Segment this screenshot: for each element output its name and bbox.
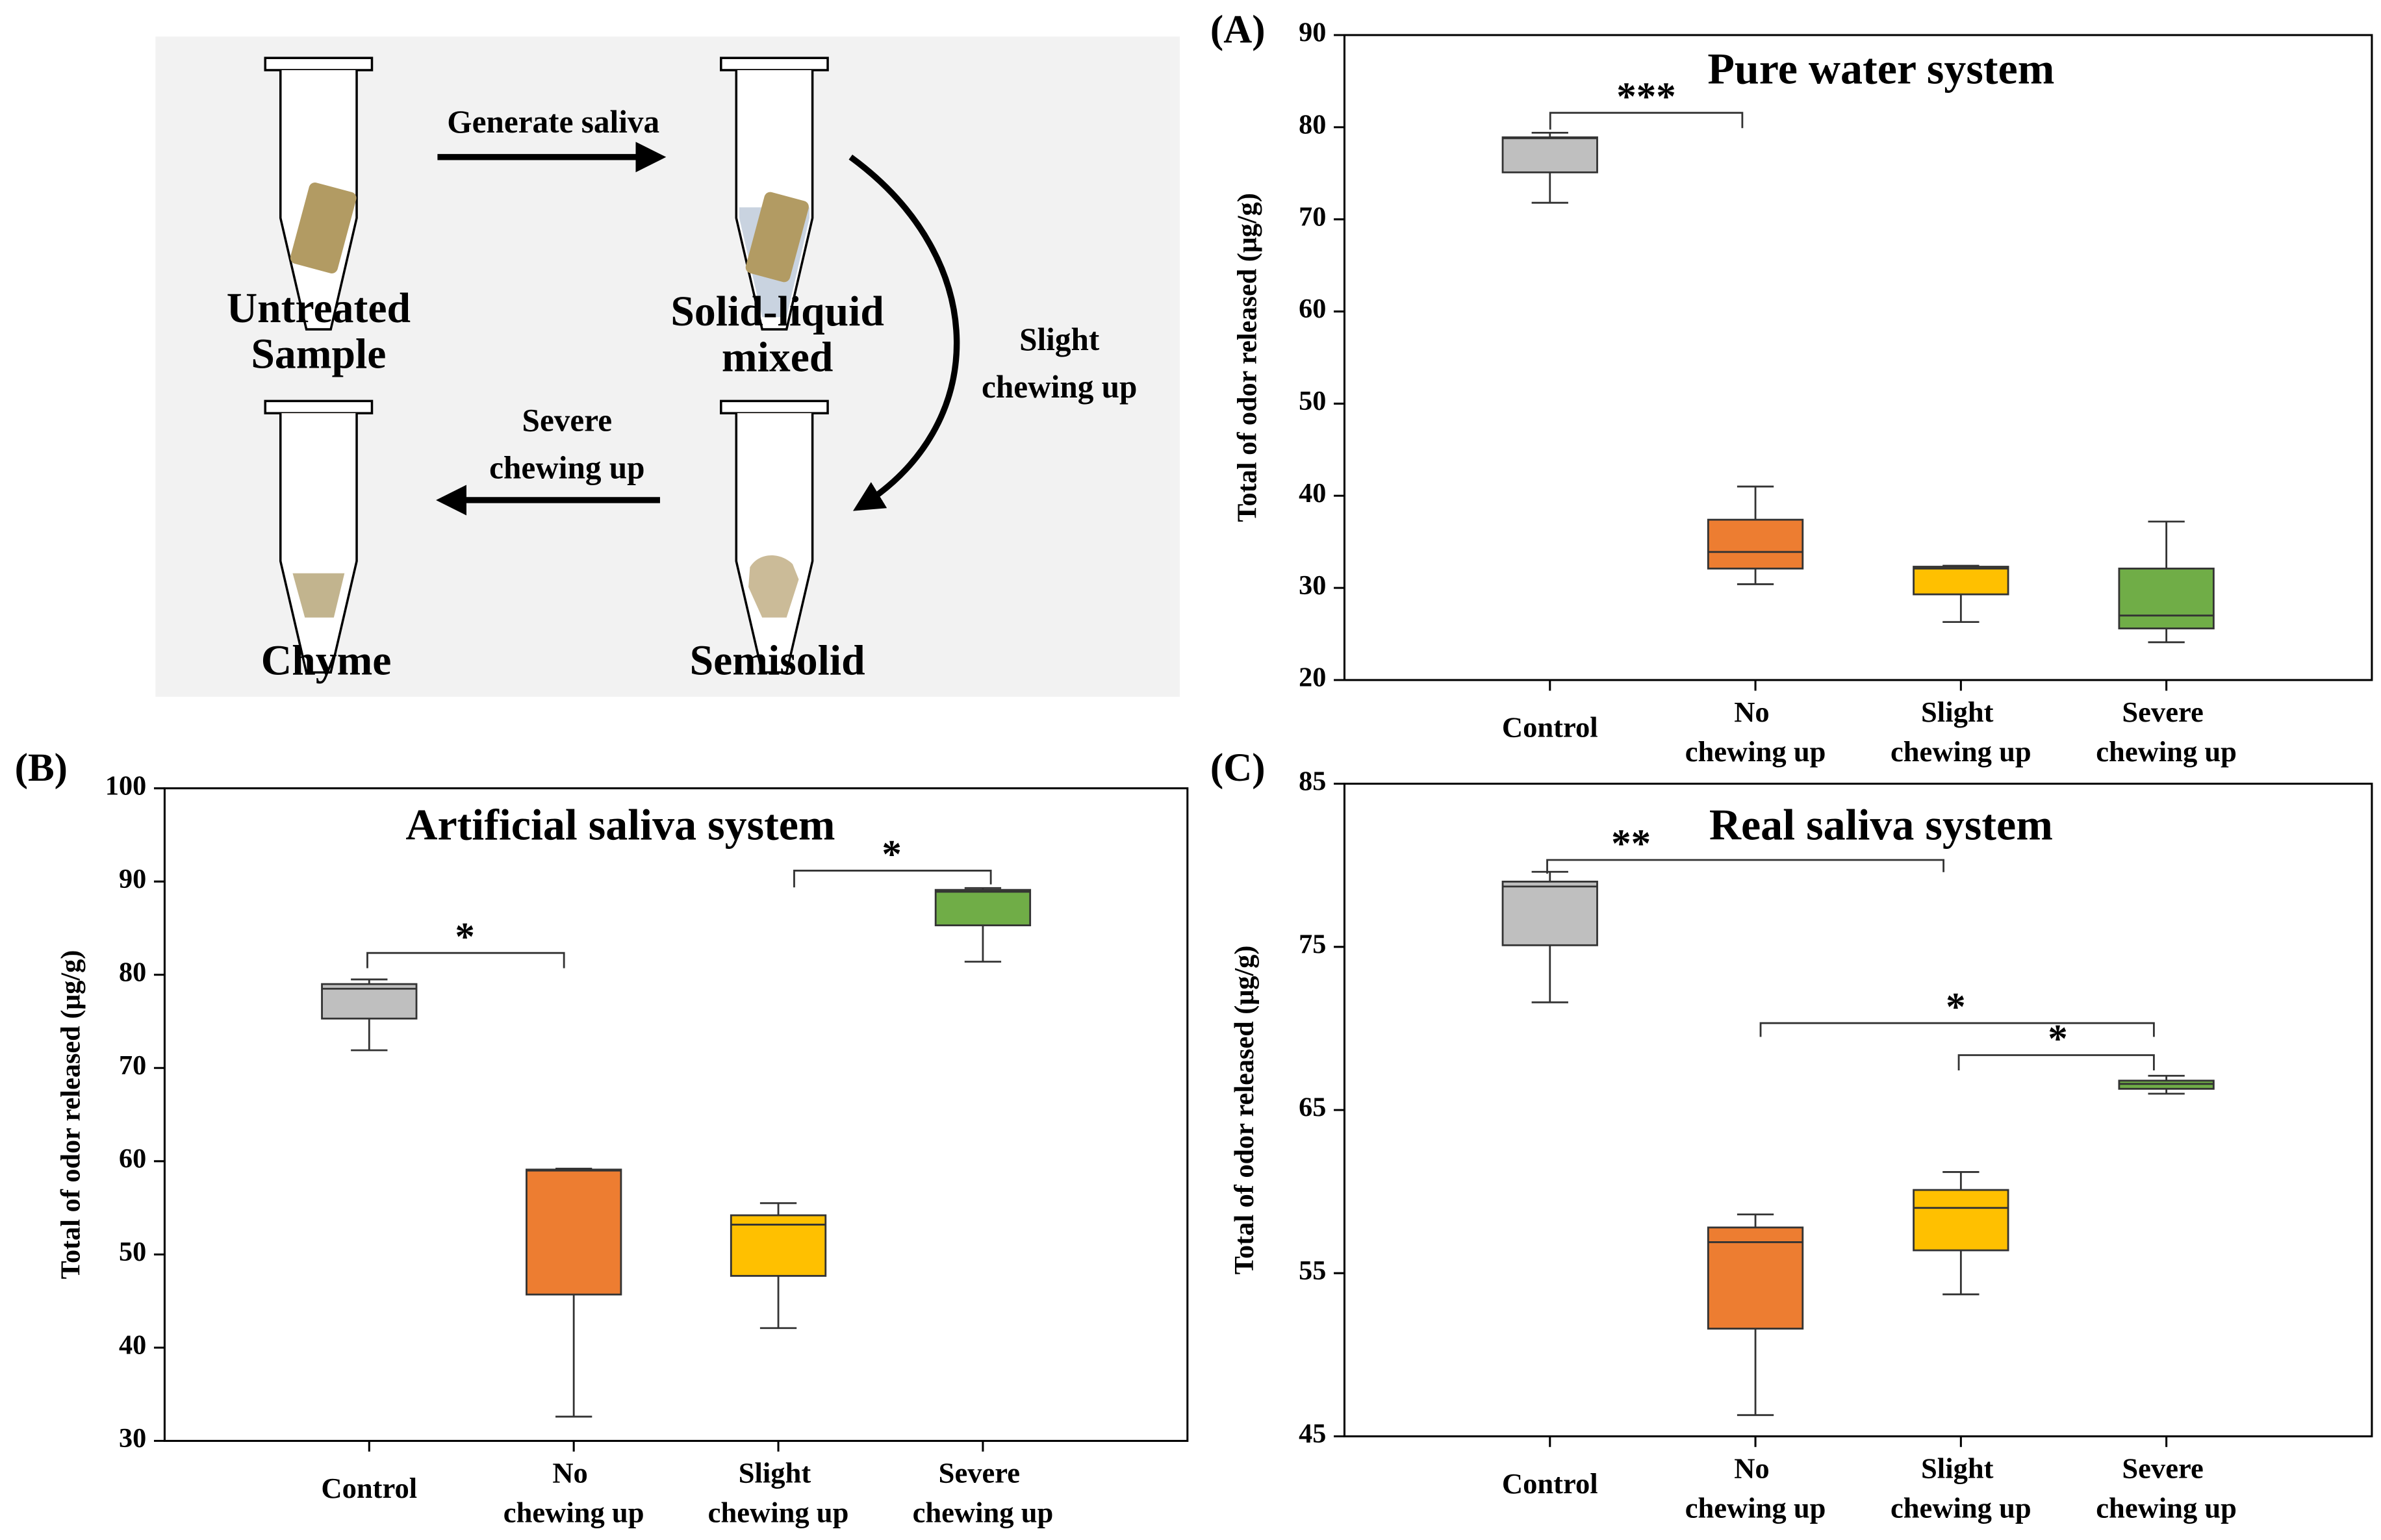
box xyxy=(526,1168,622,1296)
tube-label: Semisolid xyxy=(690,637,865,685)
arrow xyxy=(848,155,960,511)
box xyxy=(2118,567,2215,629)
plot-frame xyxy=(1343,783,2373,1437)
y-tick-label: 50 xyxy=(1299,386,1326,416)
y-axis-label: Total of odor released (μg/g) xyxy=(55,950,86,1280)
y-tick-label: 70 xyxy=(119,1050,146,1081)
box xyxy=(1707,1226,1804,1330)
x-tick-line: chewing up xyxy=(2096,735,2237,768)
x-tick-line: chewing up xyxy=(1891,1492,2031,1524)
y-tick-label: 40 xyxy=(119,1330,146,1361)
arrow-label: Severe chewing up xyxy=(489,403,644,486)
y-tick-label: 20 xyxy=(1299,663,1326,693)
significance-label: * xyxy=(455,915,475,959)
y-tick-label: 100 xyxy=(105,770,146,801)
significance-bracket xyxy=(793,870,992,888)
x-tick-label: Slight chewing up xyxy=(1891,696,2031,768)
x-tick-label: Severe chewing up xyxy=(913,1457,1054,1529)
y-tick-label: 30 xyxy=(119,1423,146,1454)
y-tick-label: 60 xyxy=(119,1143,146,1174)
box xyxy=(1707,518,1804,570)
x-tick-line: No xyxy=(552,1457,595,1489)
y-tick-label: 40 xyxy=(1299,478,1326,509)
box xyxy=(934,889,1032,927)
y-axis-label: Total of odor released (μg/g) xyxy=(1229,946,1260,1275)
x-tick-line: Slight xyxy=(1921,1452,2001,1485)
x-tick-label: Control xyxy=(321,1472,417,1504)
x-tick-label: No chewing up xyxy=(1685,1452,1826,1524)
significance-label: * xyxy=(2048,1018,2068,1061)
significance-label: ** xyxy=(1611,822,1651,866)
x-tick-line: chewing up xyxy=(913,1496,1054,1529)
y-tick-label: 50 xyxy=(119,1237,146,1267)
y-tick-label: 55 xyxy=(1299,1256,1326,1286)
y-tick-label: 80 xyxy=(119,957,146,987)
panel-label: (C) xyxy=(1210,746,1266,790)
x-tick-line: chewing up xyxy=(708,1496,849,1529)
x-tick-line: chewing up xyxy=(2096,1492,2237,1524)
significance-bracket xyxy=(1549,112,1744,130)
x-tick-line: Severe xyxy=(2122,696,2211,728)
y-tick-label: 30 xyxy=(1299,570,1326,601)
diagram: Generate saliva Slight chewing up Severe c… xyxy=(155,36,1180,697)
semisolid xyxy=(748,555,799,618)
significance-label: * xyxy=(1946,985,1966,1029)
y-tick-label: 65 xyxy=(1299,1092,1326,1123)
x-tick-line: Severe xyxy=(2122,1452,2211,1485)
significance-bracket xyxy=(366,952,565,968)
plot-frame xyxy=(163,787,1189,1442)
panel-label: (B) xyxy=(15,746,68,790)
x-tick-line: chewing up xyxy=(1685,1492,1826,1524)
tube-label: Solid-liquid mixed xyxy=(670,288,884,381)
chart-title: Artificial saliva system xyxy=(405,800,835,850)
box xyxy=(321,983,418,1020)
box xyxy=(1501,880,1598,946)
panel-label: (A) xyxy=(1210,8,1266,52)
chyme xyxy=(292,573,345,618)
y-axis-label: Total of odor released (μg/g) xyxy=(1232,193,1263,522)
sample xyxy=(290,183,357,273)
significance-bracket xyxy=(1957,1054,2155,1070)
y-tick-label: 45 xyxy=(1299,1419,1326,1449)
chart-title: Real saliva system xyxy=(1709,800,2053,850)
x-tick-line: chewing up xyxy=(1685,735,1826,768)
x-tick-label: No chewing up xyxy=(503,1457,644,1529)
x-tick-label: Severe chewing up xyxy=(2096,696,2237,768)
x-tick-label: Slight chewing up xyxy=(1891,1452,2031,1524)
box xyxy=(1913,566,2009,596)
x-tick-line: Slight xyxy=(739,1457,819,1489)
x-tick-line: No xyxy=(1734,696,1777,728)
x-tick-line: chewing up xyxy=(503,1496,644,1529)
x-tick-label: Control xyxy=(1502,711,1598,744)
x-tick-line: chewing up xyxy=(1891,735,2031,768)
x-tick-line: No xyxy=(1734,1452,1777,1485)
x-tick-label: Severe chewing up xyxy=(2096,1452,2237,1524)
y-tick-label: 85 xyxy=(1299,766,1326,796)
significance-bracket xyxy=(1759,1022,2155,1037)
arrow-label: Slight chewing up xyxy=(982,322,1137,405)
y-tick-label: 75 xyxy=(1299,929,1326,959)
chart-title: Pure water system xyxy=(1707,44,2054,93)
y-tick-label: 80 xyxy=(1299,110,1326,140)
y-tick-label: 70 xyxy=(1299,201,1326,232)
x-tick-label: Control xyxy=(1502,1467,1598,1500)
plot-frame xyxy=(1343,34,2373,681)
box xyxy=(1501,136,1598,173)
significance-label: *** xyxy=(1616,75,1676,119)
significance-label: * xyxy=(882,833,902,877)
tube-label: Untreated Sample xyxy=(227,284,411,377)
x-tick-line: Slight xyxy=(1921,696,2001,728)
sample xyxy=(745,192,809,283)
y-tick-label: 60 xyxy=(1299,294,1326,324)
x-tick-line: Severe xyxy=(939,1457,1028,1489)
box xyxy=(1913,1189,2009,1252)
arrow-label: Generate saliva xyxy=(447,104,659,140)
y-tick-label: 90 xyxy=(119,864,146,894)
y-tick-label: 90 xyxy=(1299,18,1326,48)
significance-bracket xyxy=(1546,859,1945,874)
x-tick-label: Slight chewing up xyxy=(708,1457,849,1529)
tube-label: Chyme xyxy=(261,637,392,685)
x-tick-label: No chewing up xyxy=(1685,696,1826,768)
